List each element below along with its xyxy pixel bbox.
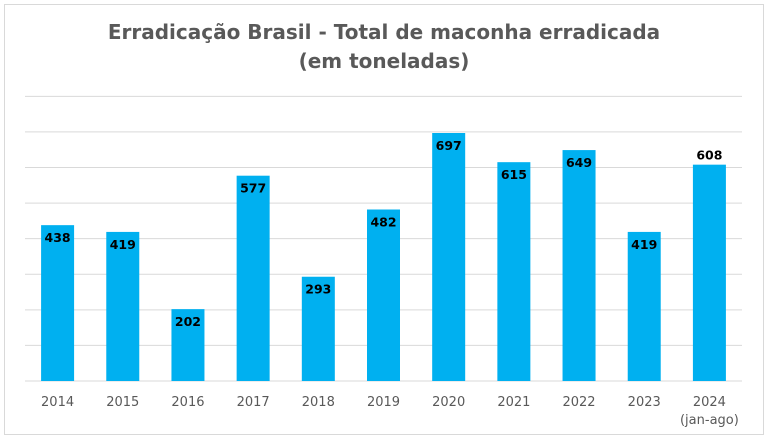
data-label-2014: 438 <box>45 230 71 245</box>
data-label-2021: 615 <box>501 167 527 182</box>
data-label-2018: 293 <box>305 282 331 297</box>
x-tick-label-2021: 2021 <box>497 395 530 410</box>
x-tick-label-2019: 2019 <box>367 395 400 410</box>
x-tick-label-2022: 2022 <box>562 395 595 410</box>
bar-2019 <box>367 209 400 381</box>
x-tick-label-2017: 2017 <box>237 395 270 410</box>
x-tick-label-2018: 2018 <box>302 395 335 410</box>
data-label-2022: 649 <box>566 155 592 170</box>
x-tick-label-2024: 2024 <box>693 395 726 410</box>
x-tick-label-2023: 2023 <box>628 395 661 410</box>
bar-2022 <box>562 150 596 381</box>
bar-2023 <box>627 231 661 381</box>
data-label-2023: 419 <box>631 237 657 252</box>
data-label-2024: 608 <box>696 148 722 163</box>
x-tick-label-2015: 2015 <box>106 395 139 410</box>
data-label-2020: 697 <box>436 138 462 153</box>
x-tick-label-2016: 2016 <box>171 395 204 410</box>
bar-2020 <box>432 133 466 381</box>
chart-title: Erradicação Brasil - Total de maconha er… <box>0 18 768 76</box>
bar-2016 <box>171 309 205 381</box>
bar-2024 <box>692 164 726 381</box>
bar-2015 <box>106 231 140 381</box>
bar-2018 <box>301 276 335 381</box>
data-label-2015: 419 <box>110 237 136 252</box>
bar-2014 <box>41 225 75 381</box>
data-label-2019: 482 <box>370 214 396 229</box>
chart-title-line2: (em toneladas) <box>298 49 470 73</box>
data-label-2017: 577 <box>240 181 266 196</box>
data-label-2016: 202 <box>175 314 201 329</box>
bar-2017 <box>236 175 270 381</box>
x-tick-sublabel-2024: (jan-ago) <box>680 413 739 428</box>
bar-2021 <box>497 162 531 381</box>
chart-title-line1: Erradicação Brasil - Total de maconha er… <box>107 20 661 44</box>
x-tick-label-2020: 2020 <box>432 395 465 410</box>
x-tick-label-2014: 2014 <box>41 395 74 410</box>
